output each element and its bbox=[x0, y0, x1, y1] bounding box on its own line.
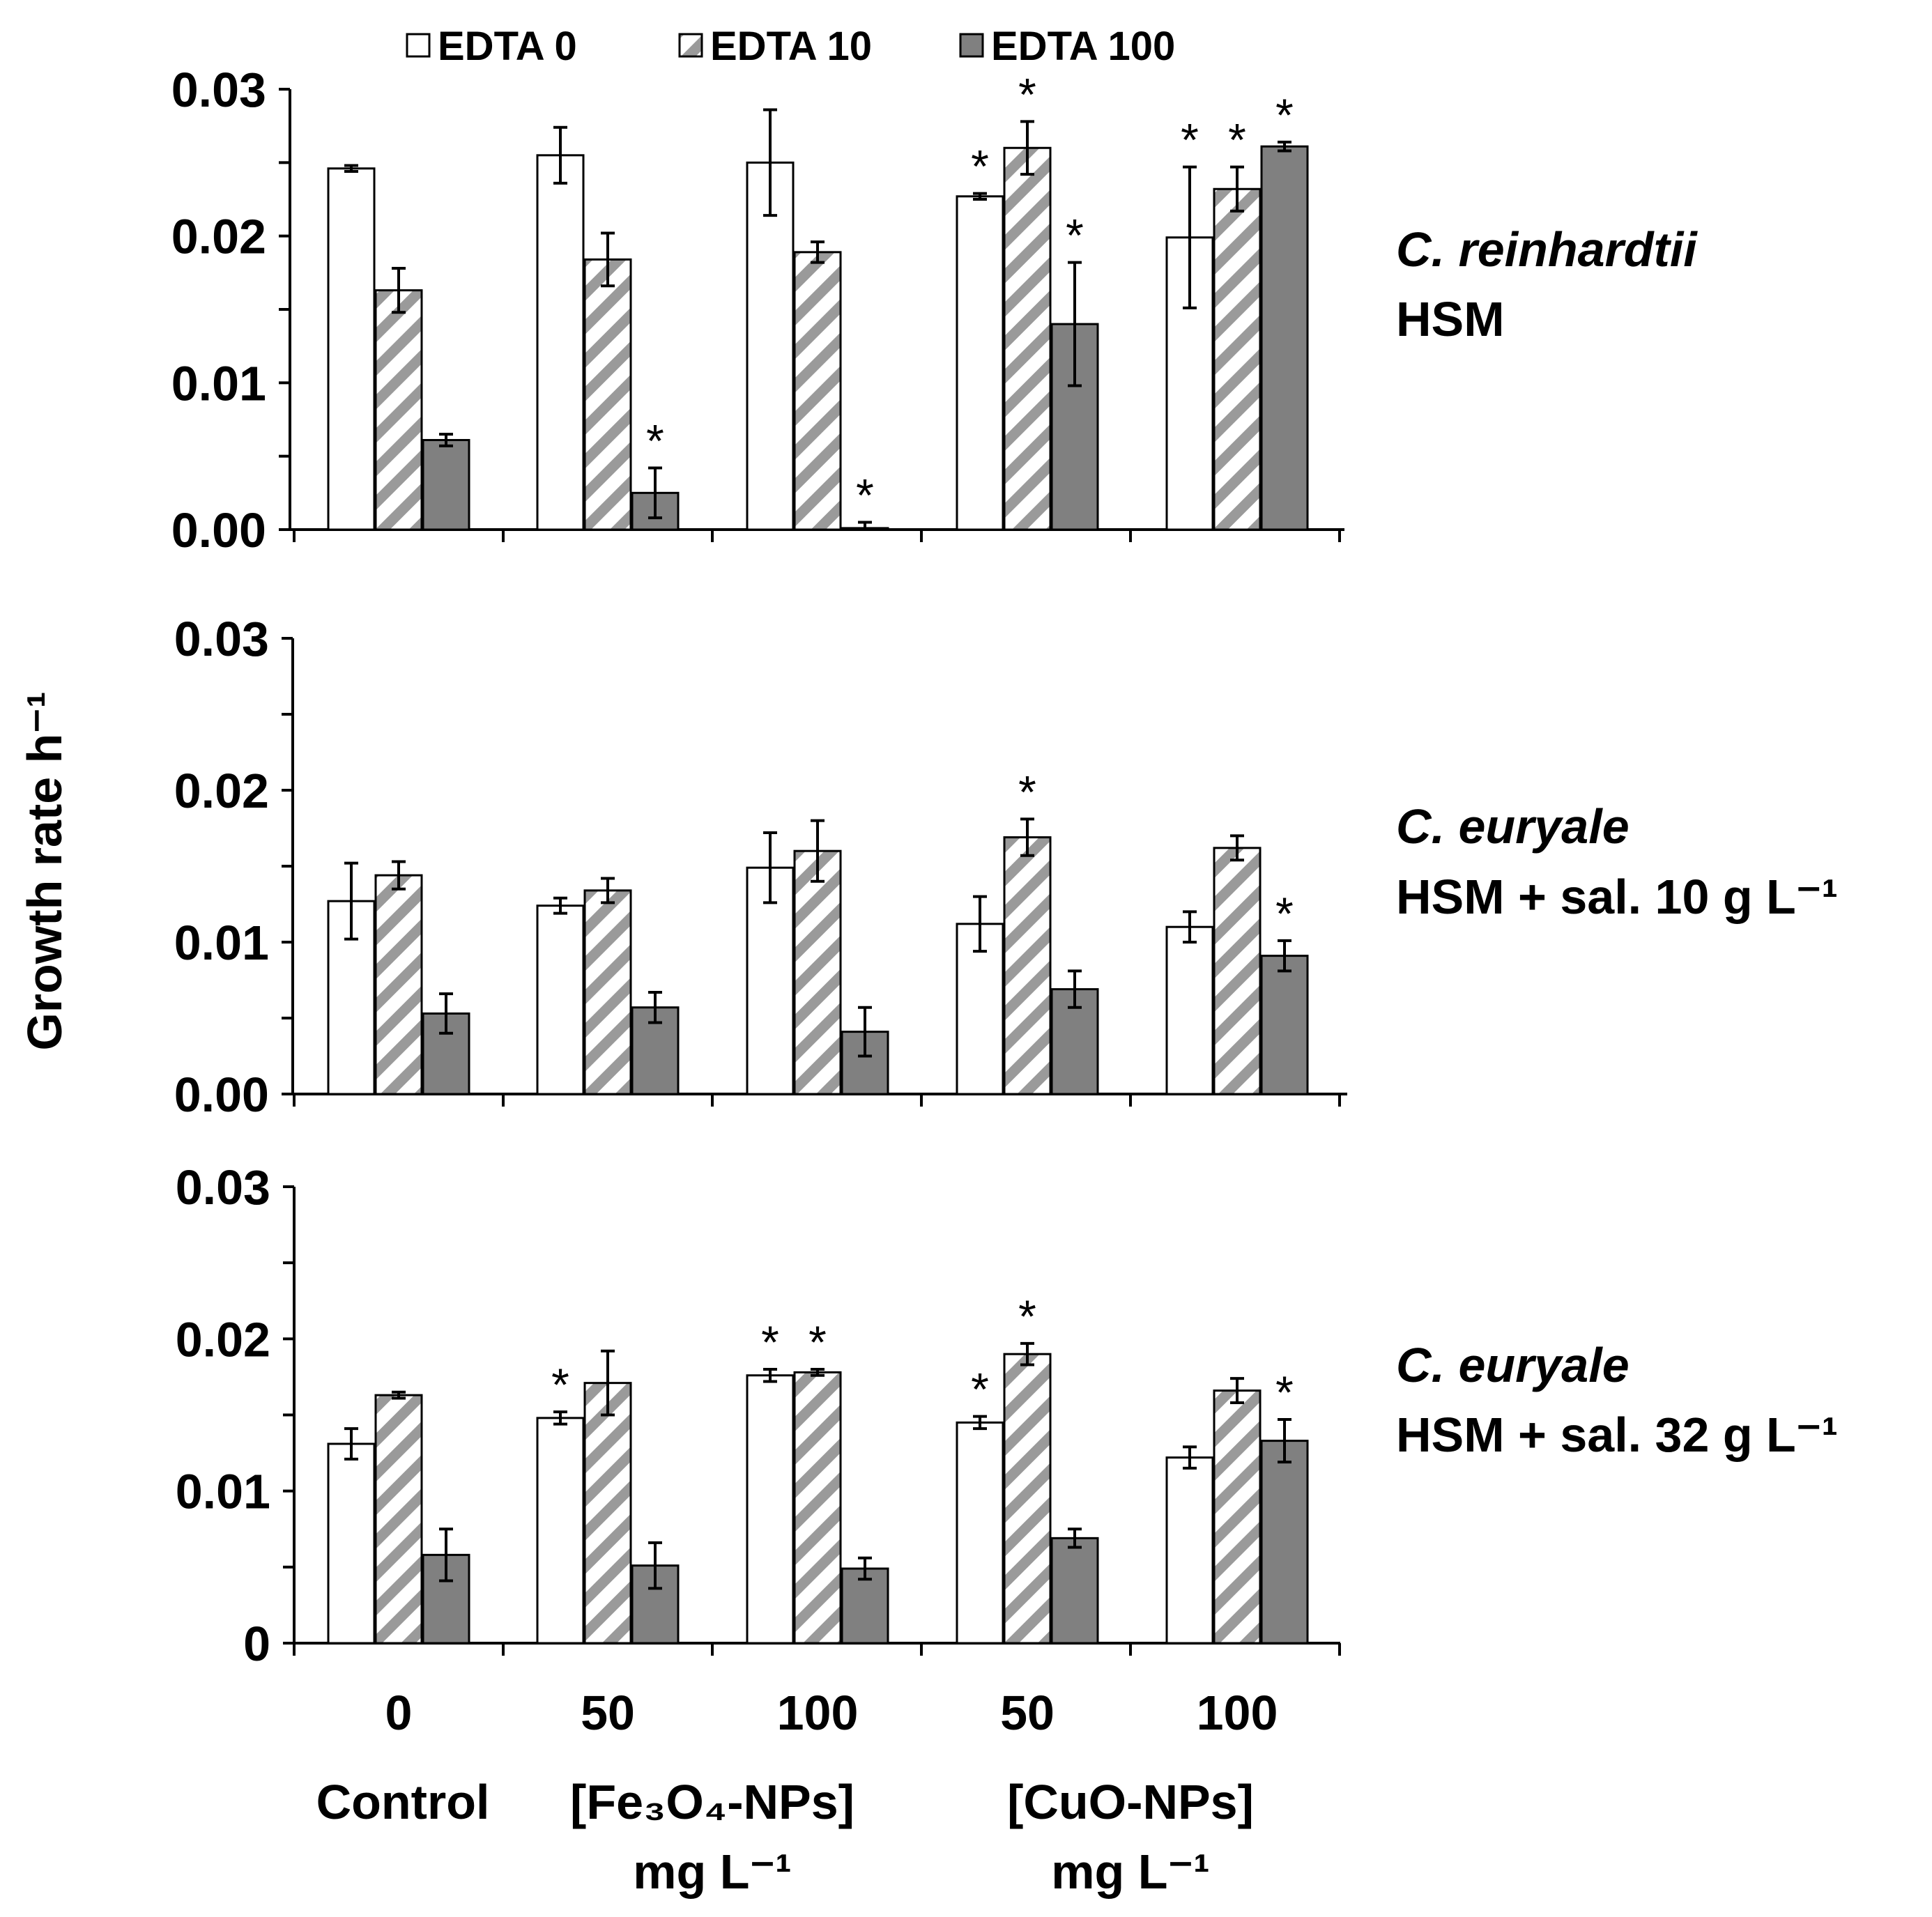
legend-label-edta0: EDTA 0 bbox=[438, 24, 577, 69]
y-tick-label: 0.03 bbox=[171, 63, 266, 117]
bar-edta10 bbox=[583, 258, 632, 531]
significance-marker: * bbox=[1018, 766, 1036, 817]
legend-swatch-edta10 bbox=[678, 33, 703, 58]
legend-label-edta10: EDTA 10 bbox=[710, 24, 872, 69]
y-tick-label: 0.03 bbox=[176, 1160, 270, 1215]
bar-edta0 bbox=[327, 1442, 376, 1645]
group-label-control: Control bbox=[316, 1775, 490, 1829]
bar-edta0 bbox=[536, 1417, 585, 1645]
bar-edta100 bbox=[1260, 145, 1309, 531]
panel-c-euryale-sal10: 0.00 0.01 0.02 0.03 * * bbox=[174, 612, 1347, 1122]
y-tick-label: 0 bbox=[243, 1617, 270, 1671]
category-label: 50 bbox=[1000, 1686, 1055, 1740]
bar-edta0 bbox=[746, 161, 795, 531]
significance-marker: * bbox=[761, 1316, 779, 1368]
y-tick-label: 0.03 bbox=[174, 612, 269, 666]
group-label-cuo-unit: mg L⁻¹ bbox=[1051, 1845, 1209, 1899]
y-tick-label: 0.00 bbox=[174, 1068, 269, 1122]
legend-label-edta100: EDTA 100 bbox=[991, 24, 1175, 69]
bar-edta10 bbox=[793, 849, 842, 1095]
bar-edta10 bbox=[1213, 187, 1262, 531]
y-tick-label: 0.02 bbox=[171, 210, 266, 264]
panel-label-medium-1: HSM bbox=[1396, 292, 1505, 346]
significance-marker: * bbox=[1275, 89, 1294, 141]
panel-label-species-3: C. euryale bbox=[1396, 1338, 1630, 1392]
y-axis-label: Growth rate h⁻¹ bbox=[17, 691, 72, 1050]
panel-label-medium-2: HSM + sal. 10 g L⁻¹ bbox=[1396, 870, 1838, 924]
bar-edta0 bbox=[1165, 925, 1214, 1095]
bar-edta10 bbox=[374, 874, 423, 1095]
legend-swatch-edta100 bbox=[959, 33, 984, 58]
significance-marker: * bbox=[1275, 888, 1294, 939]
significance-marker: * bbox=[1181, 114, 1199, 166]
panel-c-reinhardtii: 0.00 0.01 0.02 0.03 * * * * * * * * bbox=[171, 63, 1344, 557]
bar-edta10 bbox=[793, 1371, 842, 1645]
significance-marker: * bbox=[971, 1364, 989, 1415]
significance-marker: * bbox=[856, 469, 874, 521]
significance-marker: * bbox=[646, 415, 664, 467]
bar-edta10 bbox=[793, 251, 842, 531]
group-label-fe3o4-unit: mg L⁻¹ bbox=[633, 1845, 791, 1899]
bar-edta10 bbox=[1003, 1353, 1052, 1645]
significance-marker: * bbox=[551, 1359, 569, 1410]
bar-edta10 bbox=[583, 1382, 632, 1645]
bar-edta0 bbox=[536, 904, 585, 1095]
bar-edta10 bbox=[1213, 847, 1262, 1095]
panel-label-species-1: C. reinhardtii bbox=[1396, 222, 1698, 277]
y-tick-label: 0.00 bbox=[171, 503, 266, 557]
y-tick-label: 0.02 bbox=[176, 1312, 270, 1366]
significance-marker: * bbox=[1228, 114, 1246, 166]
significance-marker: * bbox=[1018, 68, 1036, 120]
bar-edta10 bbox=[1003, 836, 1052, 1095]
bar-edta100 bbox=[1050, 1537, 1099, 1645]
bar-edta10 bbox=[1003, 146, 1052, 531]
significance-marker: * bbox=[1018, 1291, 1036, 1342]
category-label: 100 bbox=[1197, 1686, 1278, 1740]
bar-edta0 bbox=[1165, 1456, 1214, 1645]
significance-marker: * bbox=[1275, 1366, 1294, 1418]
group-label-fe3o4: [Fe₃O₄-NPs] bbox=[570, 1775, 854, 1829]
bar-edta0 bbox=[746, 866, 795, 1095]
bar-edta0 bbox=[956, 195, 1004, 531]
significance-marker: * bbox=[971, 141, 989, 192]
bar-edta100 bbox=[422, 438, 470, 531]
bar-edta10 bbox=[1213, 1389, 1262, 1645]
significance-marker: * bbox=[808, 1316, 827, 1368]
category-label: 50 bbox=[581, 1686, 635, 1740]
category-label: 100 bbox=[777, 1686, 859, 1740]
bar-edta10 bbox=[583, 889, 632, 1095]
y-tick-label: 0.01 bbox=[176, 1465, 270, 1519]
significance-marker: * bbox=[1066, 210, 1084, 261]
bar-edta100 bbox=[1260, 955, 1309, 1095]
bar-edta10 bbox=[374, 1394, 423, 1645]
category-label: 0 bbox=[385, 1686, 413, 1740]
bar-edta100 bbox=[1260, 1440, 1309, 1645]
panel-label-species-2: C. euryale bbox=[1396, 799, 1630, 854]
legend: EDTA 0 EDTA 10 EDTA 100 bbox=[406, 24, 1175, 69]
bar-edta0 bbox=[327, 167, 376, 531]
y-tick-label: 0.02 bbox=[174, 764, 269, 818]
panel-label-medium-3: HSM + sal. 32 g L⁻¹ bbox=[1396, 1408, 1838, 1462]
panel-c-euryale-sal32: 0 0.01 0.02 0.03 * * * * * * bbox=[176, 1160, 1341, 1671]
legend-swatch-edta0 bbox=[406, 33, 431, 58]
bar-edta0 bbox=[956, 1421, 1004, 1645]
y-tick-label: 0.01 bbox=[171, 356, 266, 410]
y-tick-label: 0.01 bbox=[174, 916, 269, 970]
group-label-cuo: [CuO-NPs] bbox=[1007, 1775, 1254, 1829]
bar-edta0 bbox=[746, 1374, 795, 1645]
bar-edta10 bbox=[374, 289, 423, 531]
bar-edta0 bbox=[536, 154, 585, 531]
